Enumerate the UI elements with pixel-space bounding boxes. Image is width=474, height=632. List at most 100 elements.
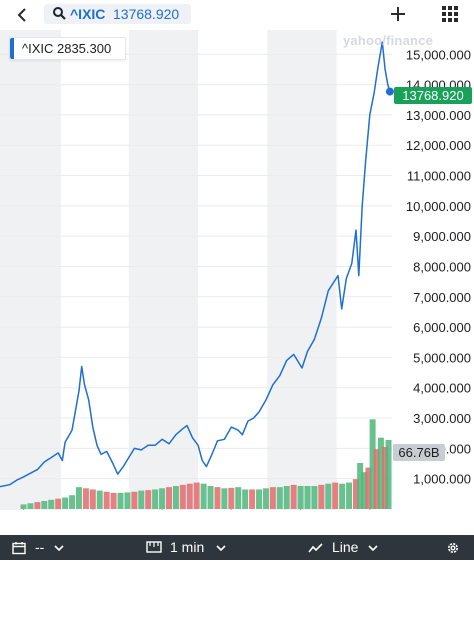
chevron-down-icon [368, 545, 378, 552]
volume-bar [361, 472, 368, 509]
volume-bar [311, 486, 318, 509]
volume-bar [172, 486, 179, 509]
legend-color-swatch [10, 38, 14, 59]
volume-bar [165, 487, 172, 509]
chevron-down-icon [54, 545, 64, 552]
y-tick-label: 3,000.000 [413, 411, 471, 426]
volume-bar [138, 490, 145, 509]
shaded-band [267, 30, 337, 510]
y-tick-label: 12,000.000 [406, 138, 471, 153]
y-tick-label: 13,000.000 [406, 108, 471, 123]
volume-bar [339, 483, 346, 509]
volume-bar [62, 497, 69, 509]
volume-bar [89, 489, 96, 509]
volume-bar [110, 492, 117, 509]
volume-bar [318, 484, 325, 509]
volume-bar [365, 467, 372, 509]
volume-bar [207, 486, 214, 509]
interval-selector[interactable]: 1 min [146, 535, 228, 560]
volume-bar [269, 487, 276, 509]
plus-icon[interactable] [388, 4, 408, 24]
last-price-tag: 13768.920 [394, 87, 472, 104]
chart-type-selector[interactable]: Line [308, 535, 382, 560]
volume-bar [385, 440, 392, 509]
volume-bars [20, 419, 392, 509]
line-chart-icon [308, 543, 323, 553]
volume-bar [283, 486, 290, 509]
y-axis-ticks: 1,000.0002,000.0003,000.0004,000.0005,00… [406, 47, 471, 486]
volume-bar [346, 482, 353, 509]
volume-bar [186, 483, 193, 509]
ruler-icon [146, 541, 162, 553]
watermark: yahoo/finance [343, 33, 434, 48]
volume-bar [249, 489, 256, 509]
grid-dots-icon[interactable] [441, 5, 459, 23]
volume-bar [332, 482, 339, 509]
volume-bar [124, 492, 131, 509]
volume-bar [357, 463, 364, 509]
series-legend[interactable]: ^IXIC 2835.300 [9, 37, 126, 60]
interval-value: 1 min [170, 539, 205, 555]
volume-bar [82, 488, 89, 509]
gear-icon [448, 543, 458, 553]
volume-bar [131, 491, 138, 509]
horizontal-gridlines [0, 53, 392, 480]
volume-bar [145, 490, 152, 509]
ticker-symbol: ^IXIC [70, 6, 106, 22]
volume-bar [159, 488, 166, 509]
legend-label: ^IXIC 2835.300 [22, 41, 112, 56]
ticker-price: 13768.920 [113, 6, 180, 22]
shaded-band [0, 30, 61, 510]
chevron-down-icon [216, 545, 226, 552]
y-tick-label: 5,000.000 [413, 350, 471, 365]
price-chart[interactable]: 1,000.0002,000.0003,000.0004,000.0005,00… [0, 30, 474, 510]
volume-bar [214, 487, 221, 509]
date-range-value: -- [35, 539, 45, 555]
volume-bar [179, 484, 186, 509]
chart-type-value: Line [332, 539, 359, 555]
volume-bar [256, 489, 263, 509]
y-tick-label: 11,000.000 [407, 169, 471, 184]
y-tick-label: 15,000.000 [406, 47, 471, 62]
volume-bar [27, 503, 34, 509]
volume-bar [41, 500, 48, 509]
volume-bar [235, 487, 242, 509]
price-series-line [0, 41, 391, 488]
volume-bar [242, 489, 249, 509]
volume-bar [55, 498, 62, 509]
calendar-icon [12, 542, 26, 555]
volume-bar [117, 492, 124, 509]
volume-bar [228, 487, 235, 509]
volume-bar [200, 483, 207, 509]
shaded-band [128, 30, 199, 510]
y-tick-label: 1,000.000 [413, 472, 471, 487]
volume-bar [96, 490, 103, 509]
price-line [0, 41, 394, 488]
date-range-selector[interactable]: -- [10, 535, 70, 560]
volume-bar [20, 504, 27, 509]
y-tick-label: 4,000.000 [413, 381, 471, 396]
y-tick-label: 8,000.000 [413, 259, 471, 274]
y-tick-label: 7,000.000 [413, 290, 471, 305]
volume-bar [304, 486, 311, 509]
back-chevron-icon[interactable] [14, 5, 32, 25]
volume-bar [352, 479, 359, 509]
search-box[interactable]: ^IXIC 13768.920 [44, 4, 191, 24]
volume-bar [290, 484, 297, 509]
y-tick-label: 10,000.000 [406, 199, 471, 214]
y-tick-label: 6,000.000 [413, 320, 471, 335]
volume-bar [369, 419, 376, 509]
volume-bar [297, 486, 304, 509]
settings-button[interactable] [446, 535, 464, 560]
y-tick-label: 9,000.000 [413, 229, 471, 244]
search-icon [53, 7, 66, 20]
volume-bar [152, 489, 159, 509]
volume-bar [382, 446, 389, 509]
volume-bar [276, 487, 283, 509]
volume-bar [69, 495, 76, 509]
volume-bar [103, 491, 110, 509]
volume-bar [193, 482, 200, 509]
volume-bar [325, 483, 332, 509]
shaded-bands [0, 30, 337, 510]
blank-area [0, 560, 474, 632]
